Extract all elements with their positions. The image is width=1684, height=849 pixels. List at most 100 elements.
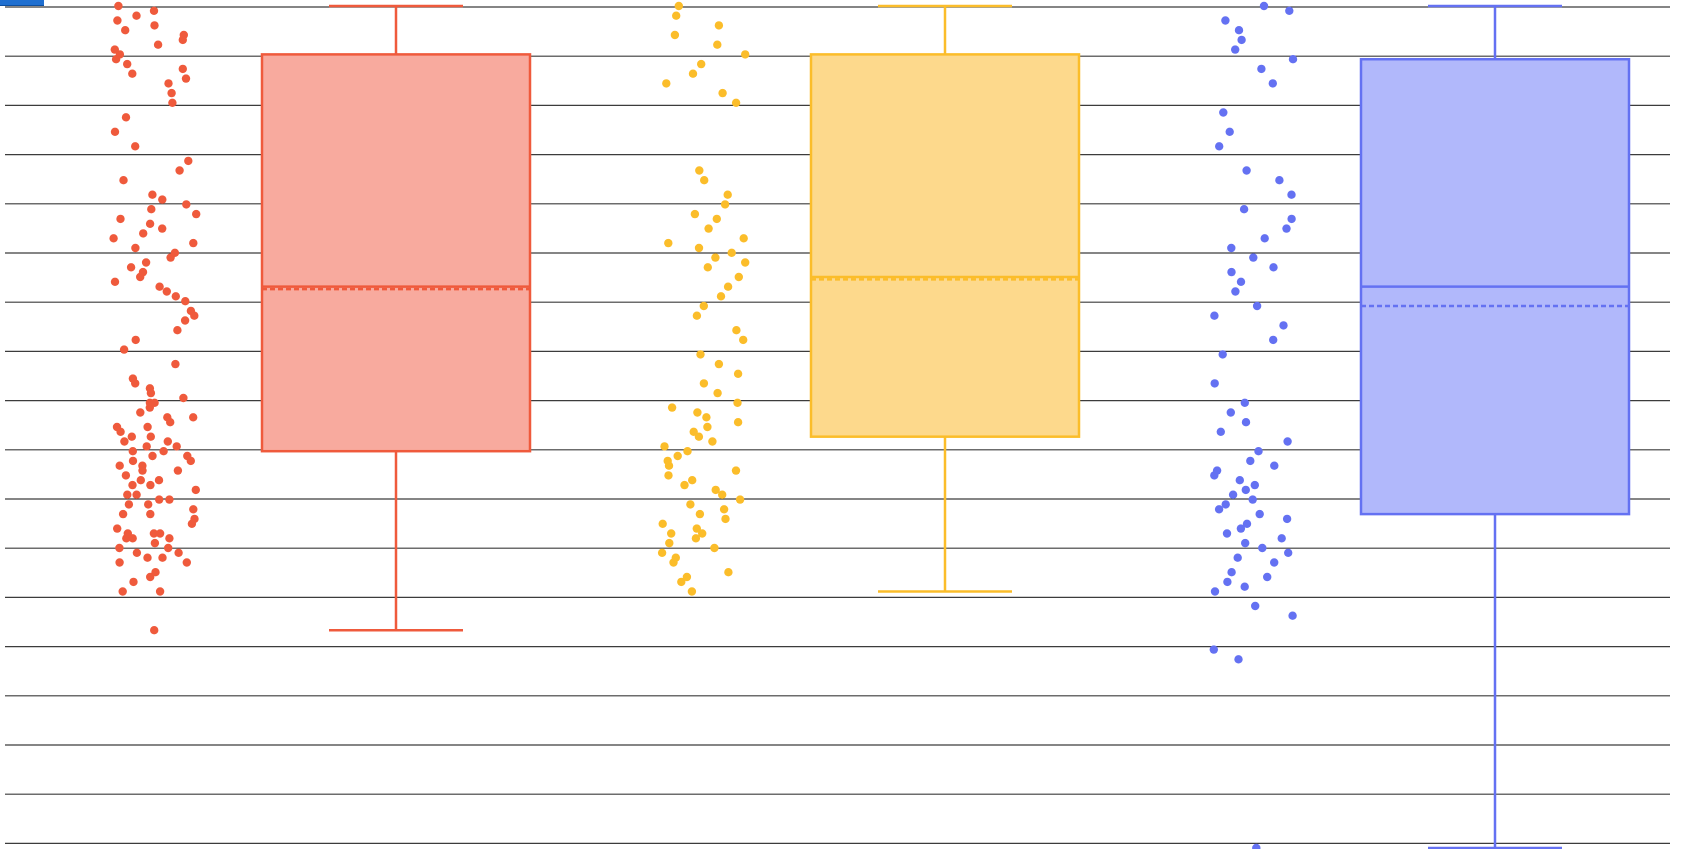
- data-point[interactable]: [735, 495, 745, 504]
- data-point[interactable]: [131, 142, 140, 151]
- data-point[interactable]: [692, 524, 701, 533]
- data-point[interactable]: [1236, 524, 1246, 533]
- data-point[interactable]: [121, 113, 131, 122]
- data-point[interactable]: [173, 466, 183, 475]
- data-point[interactable]: [146, 432, 155, 441]
- data-point[interactable]: [713, 40, 722, 49]
- data-point[interactable]: [179, 30, 188, 40]
- data-point[interactable]: [674, 1, 683, 11]
- data-point[interactable]: [698, 529, 707, 538]
- data-point[interactable]: [688, 69, 698, 78]
- data-point[interactable]: [711, 253, 720, 262]
- data-point[interactable]: [114, 1, 123, 11]
- data-point[interactable]: [673, 451, 682, 461]
- data-point[interactable]: [123, 490, 132, 499]
- data-point[interactable]: [720, 200, 730, 209]
- data-point[interactable]: [1287, 214, 1296, 224]
- data-point[interactable]: [1227, 568, 1236, 577]
- data-point[interactable]: [1277, 534, 1286, 543]
- data-point[interactable]: [695, 166, 704, 175]
- data-point[interactable]: [1212, 466, 1222, 475]
- data-point[interactable]: [1241, 485, 1251, 495]
- data-point[interactable]: [702, 413, 711, 422]
- data-point[interactable]: [1279, 321, 1288, 330]
- data-point[interactable]: [128, 374, 138, 383]
- data-point[interactable]: [1270, 558, 1279, 567]
- data-point[interactable]: [1210, 587, 1220, 596]
- data-point[interactable]: [664, 238, 673, 248]
- data-point[interactable]: [1216, 427, 1226, 436]
- data-point[interactable]: [1242, 166, 1251, 175]
- data-point[interactable]: [665, 538, 674, 548]
- data-point[interactable]: [123, 59, 132, 69]
- data-point[interactable]: [1269, 263, 1278, 272]
- data-point[interactable]: [132, 11, 141, 20]
- data-point[interactable]: [697, 59, 706, 69]
- data-point[interactable]: [1237, 35, 1246, 45]
- data-point[interactable]: [1222, 529, 1232, 538]
- data-point[interactable]: [733, 369, 743, 378]
- data-point[interactable]: [143, 422, 152, 432]
- data-point[interactable]: [141, 258, 151, 267]
- corner-tab[interactable]: [0, 0, 44, 6]
- data-point[interactable]: [695, 509, 705, 519]
- data-point[interactable]: [718, 88, 727, 98]
- data-point[interactable]: [1263, 572, 1272, 582]
- data-point[interactable]: [1218, 350, 1227, 359]
- data-point[interactable]: [163, 437, 172, 446]
- data-point[interactable]: [711, 485, 720, 495]
- data-point[interactable]: [1252, 843, 1261, 849]
- data-point[interactable]: [136, 476, 145, 485]
- data-point[interactable]: [165, 495, 174, 504]
- data-point[interactable]: [723, 282, 733, 291]
- data-point[interactable]: [1250, 480, 1260, 490]
- data-point[interactable]: [1235, 476, 1245, 485]
- data-point[interactable]: [719, 505, 729, 514]
- data-point[interactable]: [663, 456, 672, 466]
- data-point[interactable]: [680, 480, 689, 490]
- data-point[interactable]: [129, 577, 138, 587]
- data-point[interactable]: [708, 437, 717, 446]
- data-point[interactable]: [739, 335, 748, 345]
- data-point[interactable]: [1234, 655, 1243, 664]
- data-point[interactable]: [1231, 287, 1240, 296]
- data-point[interactable]: [132, 548, 142, 557]
- data-point[interactable]: [703, 263, 712, 272]
- data-point[interactable]: [1239, 205, 1249, 214]
- data-point[interactable]: [186, 306, 196, 316]
- data-point[interactable]: [155, 529, 165, 538]
- data-point[interactable]: [168, 98, 177, 108]
- data-point[interactable]: [727, 248, 736, 257]
- data-point[interactable]: [694, 243, 704, 253]
- data-point[interactable]: [733, 398, 742, 407]
- data-point[interactable]: [1240, 582, 1249, 591]
- data-point[interactable]: [1283, 437, 1292, 446]
- data-point[interactable]: [667, 529, 676, 538]
- data-point[interactable]: [1275, 176, 1284, 185]
- data-point[interactable]: [119, 345, 129, 354]
- data-point[interactable]: [1227, 267, 1236, 277]
- data-point[interactable]: [150, 626, 159, 635]
- data-point[interactable]: [112, 422, 122, 432]
- data-point[interactable]: [690, 209, 700, 219]
- data-point[interactable]: [165, 534, 174, 543]
- data-point[interactable]: [733, 418, 743, 427]
- data-point[interactable]: [153, 40, 163, 49]
- data-point[interactable]: [110, 277, 120, 286]
- data-point[interactable]: [128, 480, 137, 490]
- data-point[interactable]: [1240, 398, 1250, 407]
- data-point[interactable]: [146, 480, 155, 490]
- data-point[interactable]: [713, 388, 722, 398]
- data-point[interactable]: [1231, 45, 1240, 54]
- data-point[interactable]: [677, 577, 686, 587]
- data-point[interactable]: [182, 558, 191, 567]
- data-point[interactable]: [167, 88, 176, 98]
- data-point[interactable]: [718, 490, 727, 499]
- data-point[interactable]: [1288, 611, 1297, 620]
- data-point[interactable]: [143, 553, 152, 562]
- data-point[interactable]: [136, 408, 145, 417]
- data-point[interactable]: [714, 21, 724, 30]
- data-point[interactable]: [1227, 243, 1236, 253]
- data-point[interactable]: [145, 219, 155, 228]
- data-point[interactable]: [115, 543, 124, 553]
